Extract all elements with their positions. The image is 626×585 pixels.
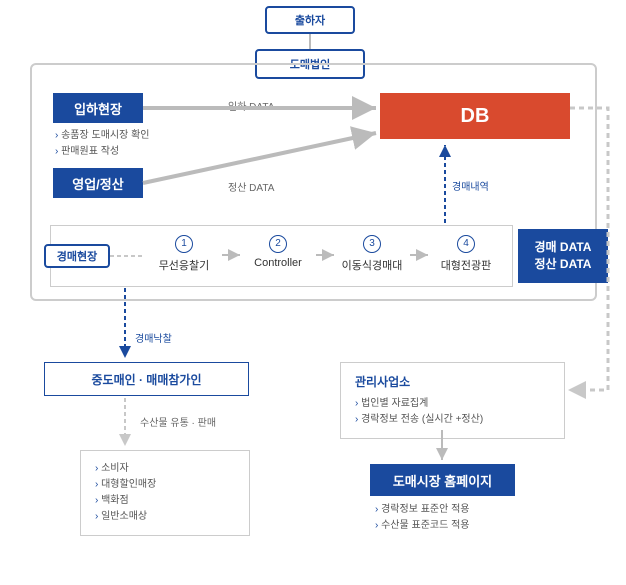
consumer-3: 백화점 xyxy=(95,493,235,509)
auction-data-line2: 정산 DATA xyxy=(535,256,592,273)
sales-box: 영업/정산 xyxy=(53,168,143,198)
consumer-4: 일반소매상 xyxy=(95,509,235,525)
consumer-2: 대형할인매장 xyxy=(95,477,235,493)
step-3-num: 3 xyxy=(363,235,381,253)
intake-note-1: 송품장 도매시장 확인 xyxy=(55,128,149,144)
db-up-arrow-label: 경매내역 xyxy=(452,178,489,193)
step-3-label: 이동식경매대 xyxy=(337,257,407,273)
step-1-label: 무선응찰기 xyxy=(149,257,219,273)
step-4-label: 대형전광판 xyxy=(431,257,501,273)
consumer-frame: 소비자 대형할인매장 백화점 일반소매상 xyxy=(80,450,250,536)
auction-data-box: 경매 DATA 정산 DATA xyxy=(518,229,608,283)
step-3: 3 이동식경매대 xyxy=(337,235,407,273)
mgmt-title: 관리사업소 xyxy=(355,373,550,390)
site-note-1: 경락정보 표준안 적용 xyxy=(375,502,469,518)
step-2: 2 Controller xyxy=(243,235,313,269)
step-4-num: 4 xyxy=(457,235,475,253)
auction-label: 경매현장 xyxy=(44,244,110,268)
step-2-label: Controller xyxy=(243,257,313,269)
bid-sub-label: 수산물 유통 · 판매 xyxy=(140,414,216,429)
intake-box: 입하현장 xyxy=(53,93,143,123)
bidder-box: 중도매인 · 매매참가인 xyxy=(44,362,249,396)
sales-arrow-label: 정산 DATA xyxy=(228,179,274,194)
mgmt-note-1: 법인별 자료집계 xyxy=(355,396,550,412)
site-note-2: 수산물 표준코드 적용 xyxy=(375,518,469,534)
shipper-box: 출하자 xyxy=(265,6,355,34)
step-1-num: 1 xyxy=(175,235,193,253)
mgmt-frame: 관리사업소 법인별 자료집계 경락정보 전송 (실시간 +정산) xyxy=(340,362,565,439)
mgmt-note-2: 경락정보 전송 (실시간 +정산) xyxy=(355,412,550,428)
auction-data-line1: 경매 DATA xyxy=(535,239,592,256)
site-box: 도매시장 홈페이지 xyxy=(370,464,515,496)
consumer-list: 소비자 대형할인매장 백화점 일반소매상 xyxy=(95,461,235,525)
step-2-num: 2 xyxy=(269,235,287,253)
mgmt-notes: 법인별 자료집계 경락정보 전송 (실시간 +정산) xyxy=(355,396,550,428)
step-4: 4 대형전광판 xyxy=(431,235,501,273)
bid-arrow-label: 경매낙찰 xyxy=(135,330,172,345)
consumer-1: 소비자 xyxy=(95,461,235,477)
intake-notes: 송품장 도매시장 확인 판매원표 작성 xyxy=(55,128,149,160)
intake-note-2: 판매원표 작성 xyxy=(55,144,149,160)
db-box: DB xyxy=(380,93,570,139)
step-1: 1 무선응찰기 xyxy=(149,235,219,273)
intake-arrow-label: 입하 DATA xyxy=(228,98,274,113)
site-notes: 경락정보 표준안 적용 수산물 표준코드 적용 xyxy=(375,502,469,534)
